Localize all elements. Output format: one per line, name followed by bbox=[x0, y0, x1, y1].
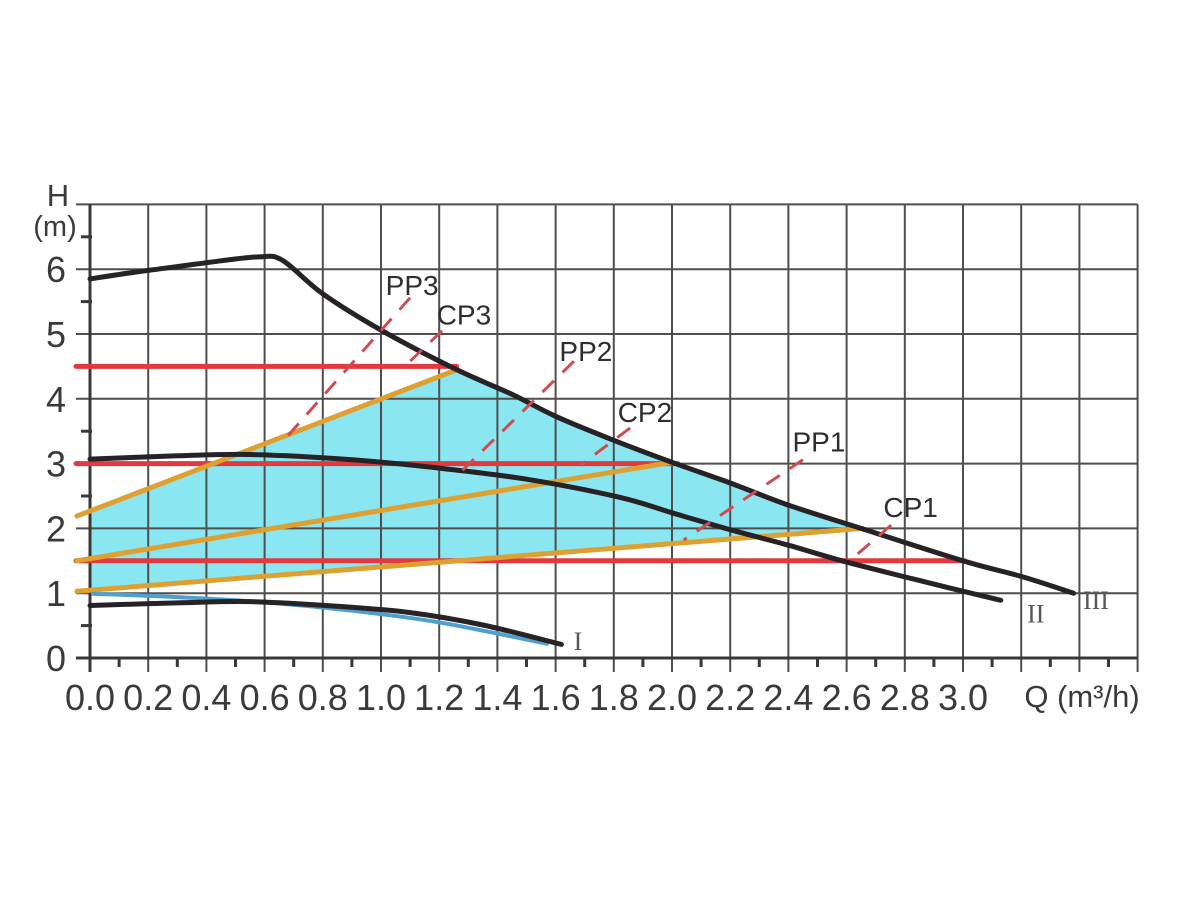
y-axis-unit: (m) bbox=[33, 211, 77, 243]
y-tick-label: 6 bbox=[46, 249, 66, 290]
y-tick-label: 4 bbox=[46, 379, 66, 420]
label-PP2: PP2 bbox=[559, 336, 612, 367]
curve-III bbox=[87, 253, 1077, 596]
x-tick-label: 1.2 bbox=[414, 677, 464, 718]
x-tick-label: 2.8 bbox=[880, 677, 930, 718]
x-tick-label: 2.6 bbox=[822, 677, 872, 718]
x-tick-label: 0.2 bbox=[123, 677, 173, 718]
label-PP1: PP1 bbox=[792, 427, 845, 458]
x-tick-label: 2.2 bbox=[705, 677, 755, 718]
x-tick-label: 3.0 bbox=[938, 677, 988, 718]
y-tick-label: 0 bbox=[46, 638, 66, 679]
label-II: II bbox=[1027, 600, 1044, 629]
leader-CP1 bbox=[847, 524, 893, 563]
leader-CP3 bbox=[400, 329, 444, 371]
label-III: III bbox=[1083, 586, 1109, 615]
x-tick-label: 1.4 bbox=[472, 677, 522, 718]
x-tick-label: 0.8 bbox=[298, 677, 348, 718]
y-tick-label: 5 bbox=[46, 314, 66, 355]
x-tick-label: 0.6 bbox=[240, 677, 290, 718]
y-axis-title: H bbox=[46, 178, 70, 213]
label-PP3: PP3 bbox=[386, 270, 439, 301]
x-axis-title: Q (m³/h) bbox=[1024, 679, 1140, 714]
operating-range-area bbox=[90, 369, 862, 590]
leader-PP3 bbox=[285, 296, 412, 439]
label-I: I bbox=[574, 627, 583, 656]
x-tick-label: 1.6 bbox=[531, 677, 581, 718]
pp1-line bbox=[74, 525, 866, 594]
x-tick-label: 1.0 bbox=[356, 677, 406, 718]
label-CP2: CP2 bbox=[618, 397, 672, 428]
label-CP3: CP3 bbox=[437, 300, 491, 331]
x-tick-label: 0.0 bbox=[65, 677, 115, 718]
x-tick-label: 2.4 bbox=[763, 677, 813, 718]
y-tick-label: 3 bbox=[46, 444, 66, 485]
pp2-line bbox=[74, 459, 675, 564]
y-tick-label: 1 bbox=[46, 573, 66, 614]
leader-PP1 bbox=[682, 458, 804, 542]
label-CP1: CP1 bbox=[883, 492, 937, 523]
pp3-line bbox=[74, 367, 460, 519]
leader-CP2 bbox=[579, 426, 631, 467]
curve-II bbox=[87, 451, 1004, 603]
x-tick-label: 1.8 bbox=[589, 677, 639, 718]
x-tick-label: 2.0 bbox=[647, 677, 697, 718]
curve-I bbox=[87, 598, 564, 647]
x-tick-label: 0.4 bbox=[181, 677, 231, 718]
y-tick-label: 2 bbox=[46, 508, 66, 549]
